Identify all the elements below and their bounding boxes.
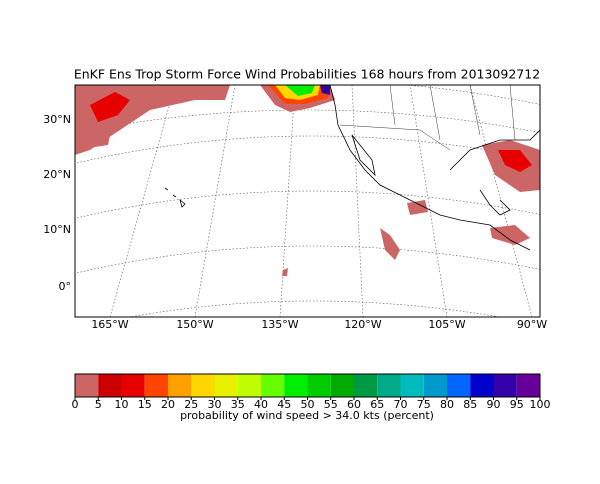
colorbar-segment <box>214 374 238 397</box>
colorbar-tick-label: 85 <box>463 398 477 411</box>
lon-label: 150°W <box>176 318 213 331</box>
colorbar-tick-label: 0 <box>72 398 79 411</box>
colorbar-tick-label: 75 <box>417 398 431 411</box>
colorbar-tick-label: 15 <box>138 398 152 411</box>
colorbar-segment <box>98 374 122 397</box>
colorbar-label: probability of wind speed > 34.0 kts (pe… <box>180 409 434 422</box>
colorbar-tick-label: 40 <box>254 398 268 411</box>
colorbar-tick-label: 35 <box>231 398 245 411</box>
lat-label: 30°N <box>43 113 71 126</box>
lon-label: 105°W <box>428 318 465 331</box>
colorbar-tick-label: 65 <box>370 398 384 411</box>
lon-label: 165°W <box>91 318 128 331</box>
colorbar-segment <box>75 374 99 397</box>
colorbar-tick-label: 95 <box>510 398 524 411</box>
colorbar-tick-label: 45 <box>277 398 291 411</box>
colorbar-tick-label: 55 <box>324 398 338 411</box>
map-content <box>75 85 540 317</box>
map-frame <box>74 84 541 318</box>
colorbar-tick-label: 60 <box>347 398 361 411</box>
colorbar-segment <box>168 374 192 397</box>
colorbar-segment <box>377 374 401 397</box>
colorbar-tick-label: 25 <box>184 398 198 411</box>
colorbar-tick-label: 100 <box>530 398 551 411</box>
colorbar-segment <box>354 374 378 397</box>
colorbar-segment <box>447 374 471 397</box>
lat-label: 0° <box>59 280 72 293</box>
colorbar-segment <box>237 374 261 397</box>
colorbar-segment <box>423 374 447 397</box>
colorbar-tick-label: 90 <box>487 398 501 411</box>
colorbar-tick-label: 30 <box>208 398 222 411</box>
title: EnKF Ens Trop Storm Force Wind Probabili… <box>74 67 540 82</box>
colorbar-tick-label: 80 <box>440 398 454 411</box>
colorbar-tick-label: 5 <box>95 398 102 411</box>
colorbar-tick-label: 70 <box>394 398 408 411</box>
colorbar-segment <box>470 374 494 397</box>
colorbar-segment <box>400 374 424 397</box>
colorbar-segment <box>516 374 540 397</box>
colorbar-tick-label: 10 <box>115 398 129 411</box>
colorbar-segment <box>121 374 145 397</box>
lon-label: 135°W <box>261 318 298 331</box>
colorbar-segment <box>261 374 285 397</box>
colorbar-tick-label: 50 <box>301 398 315 411</box>
lon-label: 120°W <box>344 318 381 331</box>
colorbar-segment <box>144 374 168 397</box>
colorbar-segment <box>307 374 331 397</box>
lat-label: 10°N <box>43 223 71 236</box>
colorbar-segment <box>191 374 215 397</box>
lat-label: 20°N <box>43 168 71 181</box>
colorbar-tick-label: 20 <box>161 398 175 411</box>
colorbar-segment <box>284 374 308 397</box>
colorbar-segment <box>330 374 354 397</box>
lon-label: 90°W <box>517 318 547 331</box>
colorbar-segment <box>493 374 517 397</box>
